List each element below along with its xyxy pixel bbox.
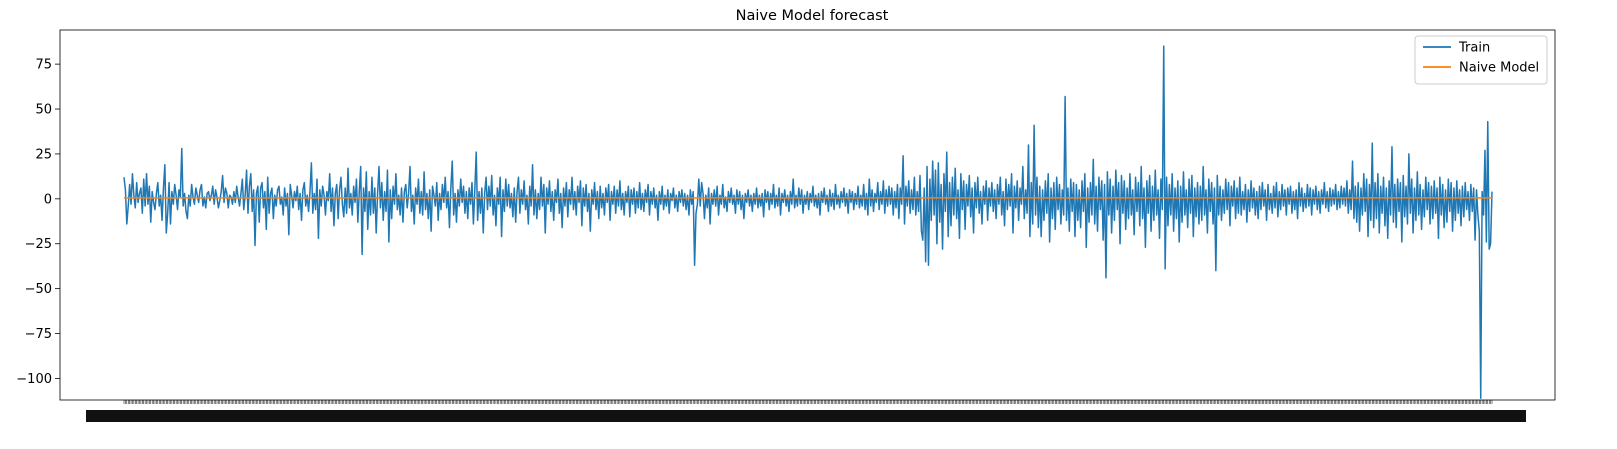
chart-title: Naive Model forecast — [736, 8, 889, 24]
x-tick-labels-overlap — [86, 410, 1526, 422]
x-axis — [86, 400, 1526, 422]
plot-frame — [59, 29, 1556, 401]
series-layer — [123, 45, 1493, 399]
x-tick-marks — [123, 400, 1493, 404]
legend: Train Naive Model — [1414, 35, 1548, 85]
y-tick-label: 75 — [35, 58, 52, 73]
y-tick-label: −75 — [25, 327, 52, 342]
legend-box — [1414, 35, 1548, 85]
y-axis: 75 50 25 0 −25 −50 −75 −100 — [16, 58, 60, 387]
plot-area — [59, 29, 1556, 401]
y-tick-label: 0 — [44, 192, 52, 207]
series-line-train — [123, 45, 1493, 399]
y-tick-label: −100 — [16, 372, 52, 387]
legend-label: Train — [1458, 41, 1490, 56]
legend-label: Naive Model — [1459, 61, 1539, 76]
y-tick-label: 25 — [35, 147, 52, 162]
y-tick-label: −25 — [25, 237, 52, 252]
y-tick-label: −50 — [25, 282, 52, 297]
y-tick-label: 50 — [35, 103, 52, 118]
